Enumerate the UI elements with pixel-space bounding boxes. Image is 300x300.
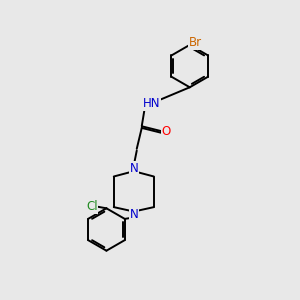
Text: O: O — [162, 125, 171, 138]
Text: Cl: Cl — [86, 200, 98, 213]
Text: N: N — [129, 208, 138, 221]
Text: HN: HN — [143, 97, 160, 110]
Text: N: N — [129, 162, 138, 175]
Text: Br: Br — [188, 36, 202, 49]
